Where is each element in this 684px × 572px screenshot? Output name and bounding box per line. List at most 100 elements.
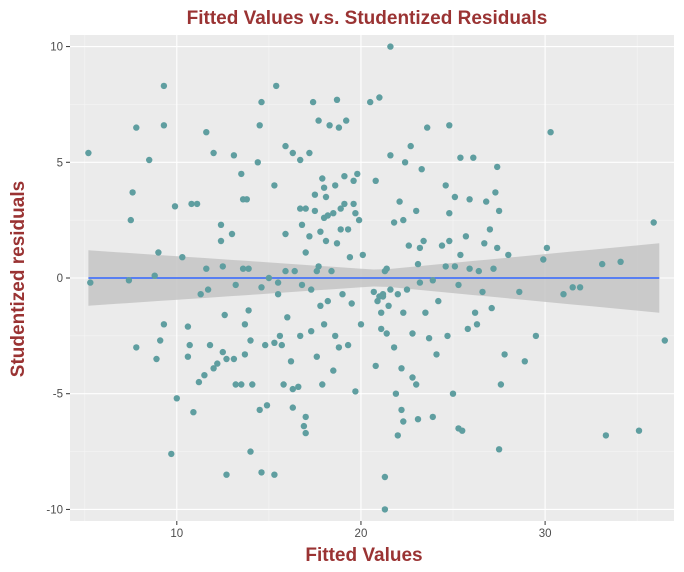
data-point [495,446,503,453]
data-point [385,302,392,309]
data-point [398,406,405,414]
data-point [400,418,407,425]
data-point [204,286,212,293]
data-point [300,422,308,430]
data-point [313,353,320,360]
data-point [457,154,464,161]
data-point [195,378,203,386]
data-point [416,244,424,252]
data-point [320,321,328,328]
data-point [661,337,668,344]
data-point [87,279,94,286]
data-point [271,182,278,189]
data-point [289,385,296,393]
data-point [540,256,547,263]
x-tick-label: 20 [355,528,368,540]
data-point [210,149,217,157]
data-point [241,321,249,328]
data-point [320,184,328,191]
data-point [341,200,348,208]
data-point [387,152,394,159]
data-point [479,288,486,296]
data-point [457,251,464,259]
data-point [459,427,466,434]
data-point [390,344,398,351]
data-point [133,124,140,131]
data-point [398,365,405,372]
data-point [184,323,192,330]
data-point [405,242,412,249]
data-point [346,254,354,261]
data-point [532,332,540,340]
data-point [254,159,261,166]
data-point [302,249,309,256]
data-point [344,226,352,233]
data-point [343,117,350,124]
data-point [160,321,168,328]
data-point [263,402,271,409]
data-point [179,254,186,261]
data-point [442,263,449,270]
data-point [295,383,302,390]
data-point [569,284,576,291]
data-point [153,355,160,363]
data-point [315,263,322,270]
data-point [287,358,295,365]
data-point [350,200,357,208]
data-point [407,142,414,150]
y-tick-label: -10 [46,504,63,516]
data-point [258,469,265,476]
data-point [414,260,422,268]
data-point [129,189,136,196]
data-point [495,207,503,215]
data-points [85,43,668,513]
data-point [576,284,584,291]
data-point [435,297,442,305]
data-point [332,332,339,340]
data-point [289,149,296,157]
y-axis-ticks: -10 -5 0 5 10 [46,42,70,516]
data-point [302,429,309,437]
data-point [221,311,228,319]
data-point [333,240,341,247]
data-point [297,156,304,164]
data-point [155,249,162,256]
data-point [85,149,92,157]
data-point [232,281,239,289]
data-point [239,265,247,272]
data-point [241,351,249,358]
data-point [543,244,551,252]
data-point [466,265,473,272]
data-point [348,300,355,307]
data-point [258,98,265,106]
data-point [276,332,284,340]
data-point [355,216,363,224]
data-point [133,344,140,351]
data-point [352,210,359,217]
data-point [438,242,446,249]
data-point [501,351,508,358]
x-axis-label: Fitted Values [305,545,422,566]
data-point [184,353,192,360]
data-point [238,381,245,388]
data-point [429,413,436,421]
data-point [602,432,610,439]
data-point [228,230,236,238]
data-point [444,332,451,340]
data-point [372,362,379,370]
data-point [394,291,401,298]
data-point [193,200,201,208]
data-point [497,381,505,388]
data-point [262,341,269,349]
data-point [367,98,374,106]
data-point [230,152,238,159]
data-point [378,309,385,316]
data-point [319,175,326,182]
data-point [335,344,343,351]
data-point [418,166,425,173]
data-point [381,473,389,481]
data-point [350,177,357,184]
data-point [332,182,339,189]
data-point [424,124,431,131]
data-point [425,335,433,342]
